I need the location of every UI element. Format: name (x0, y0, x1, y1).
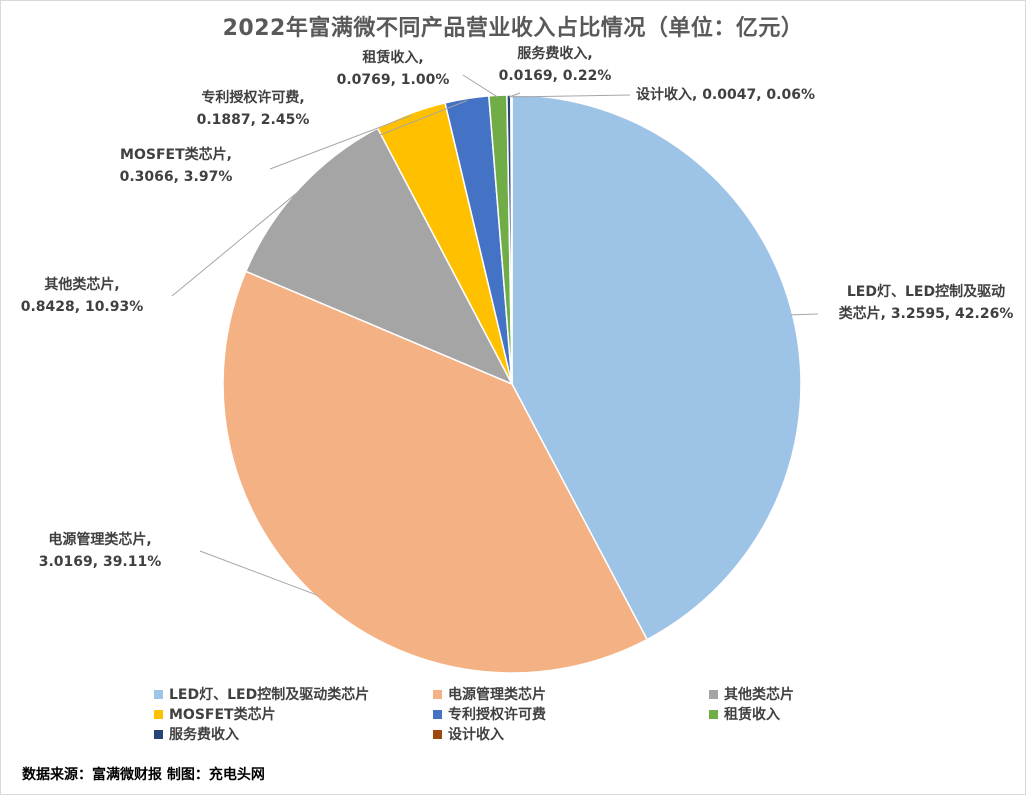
leader-line-4 (269, 114, 412, 170)
data-label-7-line2: 0.0169, 0.22% (499, 68, 612, 84)
leader-line-8 (511, 94, 631, 98)
data-label-6-line2: 0.0769, 1.00% (337, 72, 450, 88)
legend-swatch (709, 689, 718, 699)
data-label-4-line1: MOSFET类芯片, (120, 146, 232, 163)
data-label-2-line2: 3.0169, 39.11% (39, 554, 162, 570)
legend-item-4: MOSFET类芯片 (154, 704, 276, 724)
legend-item-8: 设计收入 (433, 724, 504, 744)
legend-swatch (154, 709, 163, 719)
data-label-1-line2: 类芯片, 3.2595, 42.26% (839, 305, 1014, 322)
data-label-4-line2: 0.3066, 3.97% (120, 169, 233, 185)
legend-label: 其他类芯片 (724, 687, 794, 703)
legend-label: LED灯、LED控制及驱动类芯片 (169, 687, 370, 703)
legend-swatch (433, 689, 442, 699)
leader-line-3 (171, 189, 302, 297)
source-note: 数据来源：富满微财报 制图：充电头网 (22, 767, 265, 783)
data-label-3-line1: 其他类芯片, (44, 276, 119, 293)
legend-swatch (154, 689, 163, 699)
data-label-8-line1: 设计收入, 0.0047, 0.06% (636, 86, 815, 103)
leader-line-1 (790, 313, 819, 316)
data-label-5-line2: 0.1887, 2.45% (197, 112, 310, 128)
legend-item-2: 电源管理类芯片 (433, 684, 546, 704)
legend-label: 设计收入 (448, 727, 504, 743)
legend-swatch (154, 729, 163, 739)
legend-label: 电源管理类芯片 (448, 687, 546, 703)
leader-line-5 (379, 100, 468, 136)
legend-item-1: LED灯、LED控制及驱动类芯片 (154, 684, 369, 704)
legend-label: 专利授权许可费 (448, 707, 546, 723)
data-label-7-line1: 服务费收入, (517, 45, 592, 62)
legend-label: 租赁收入 (724, 707, 780, 723)
data-label-5-line1: 专利授权许可费, (201, 89, 304, 106)
pie-slice-2 (222, 270, 649, 674)
data-label-1-line1: LED灯、LED控制及驱动 (847, 283, 1005, 300)
legend-item-5: 专利授权许可费 (433, 704, 546, 724)
pie-slice-3 (244, 127, 514, 386)
legend-swatch (433, 729, 442, 739)
legend-swatch (709, 709, 718, 719)
legend-item-7: 服务费收入 (154, 724, 239, 744)
chart-title: 2022年富满微不同产品营业收入占比情况（单位：亿元） (222, 16, 804, 41)
pie-slice-8 (510, 94, 513, 385)
legend-label: 服务费收入 (169, 727, 239, 743)
leader-line-7 (508, 92, 521, 98)
legend-item-6: 租赁收入 (709, 704, 780, 724)
legend-swatch (433, 709, 442, 719)
leader-line-6 (462, 74, 499, 98)
data-label-3-line2: 0.8428, 10.93% (21, 299, 144, 315)
data-label-6-line1: 租赁收入, (362, 49, 423, 66)
leader-line-2 (199, 550, 319, 596)
legend-label: MOSFET类芯片 (169, 707, 276, 723)
data-label-2-line1: 电源管理类芯片, (48, 531, 151, 548)
legend-item-3: 其他类芯片 (709, 684, 794, 704)
